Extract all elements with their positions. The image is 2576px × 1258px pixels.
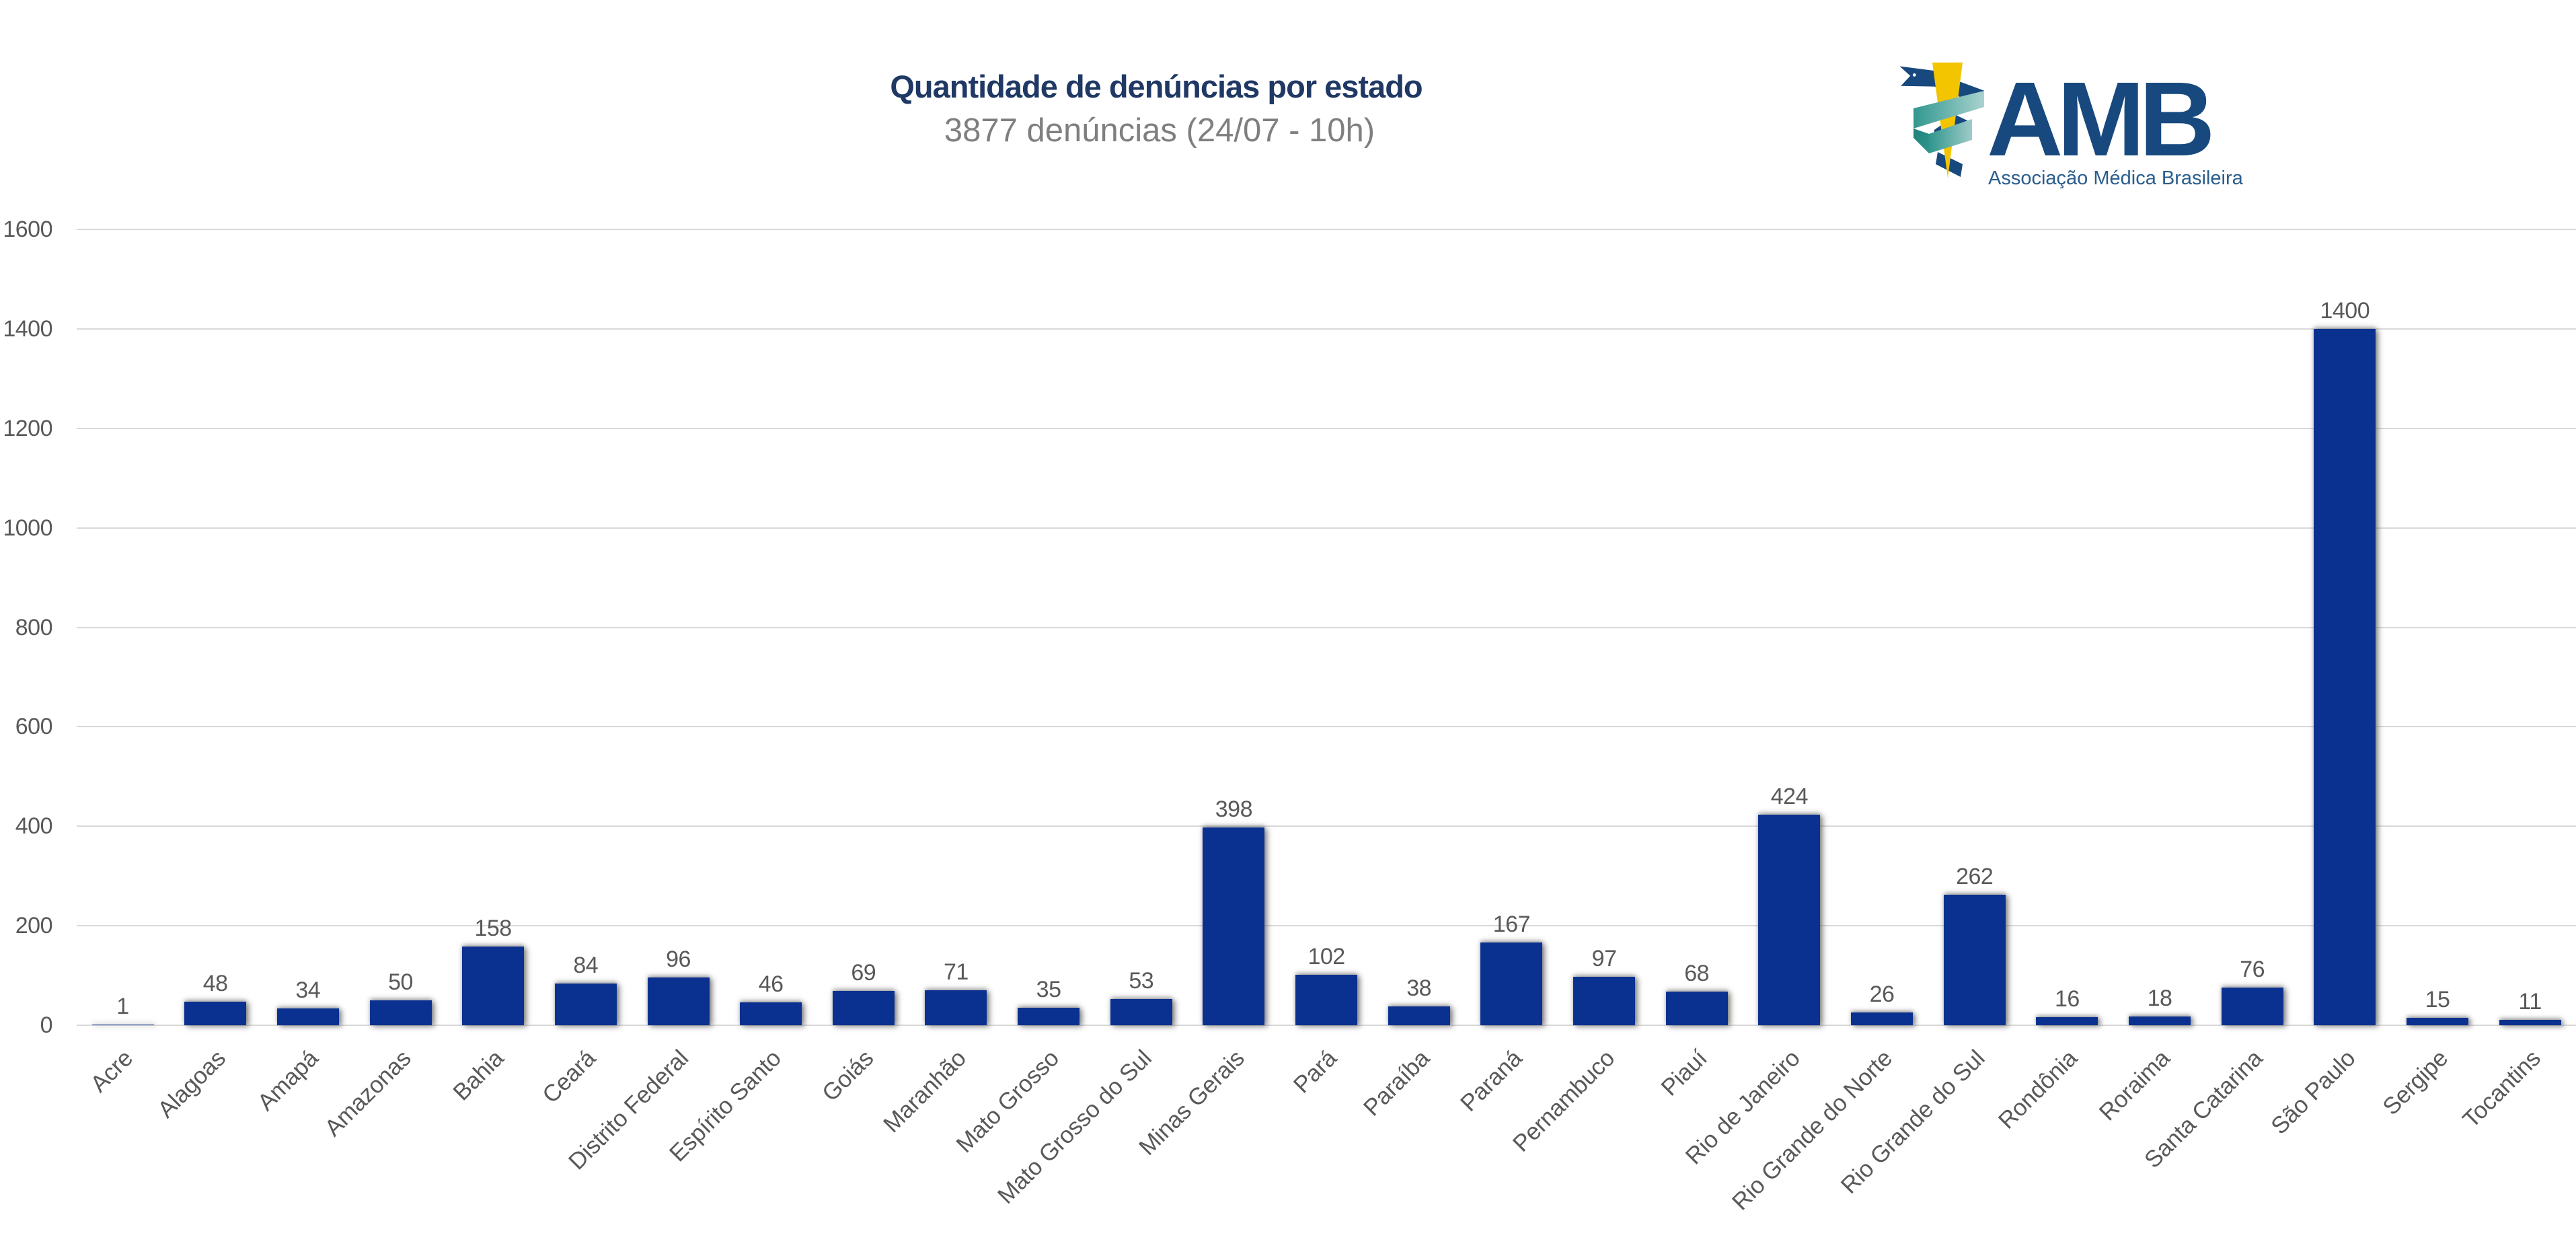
svg-text:Associação Médica Brasileira: Associação Médica Brasileira xyxy=(1988,168,2244,189)
svg-text:AMB: AMB xyxy=(1987,61,2211,178)
